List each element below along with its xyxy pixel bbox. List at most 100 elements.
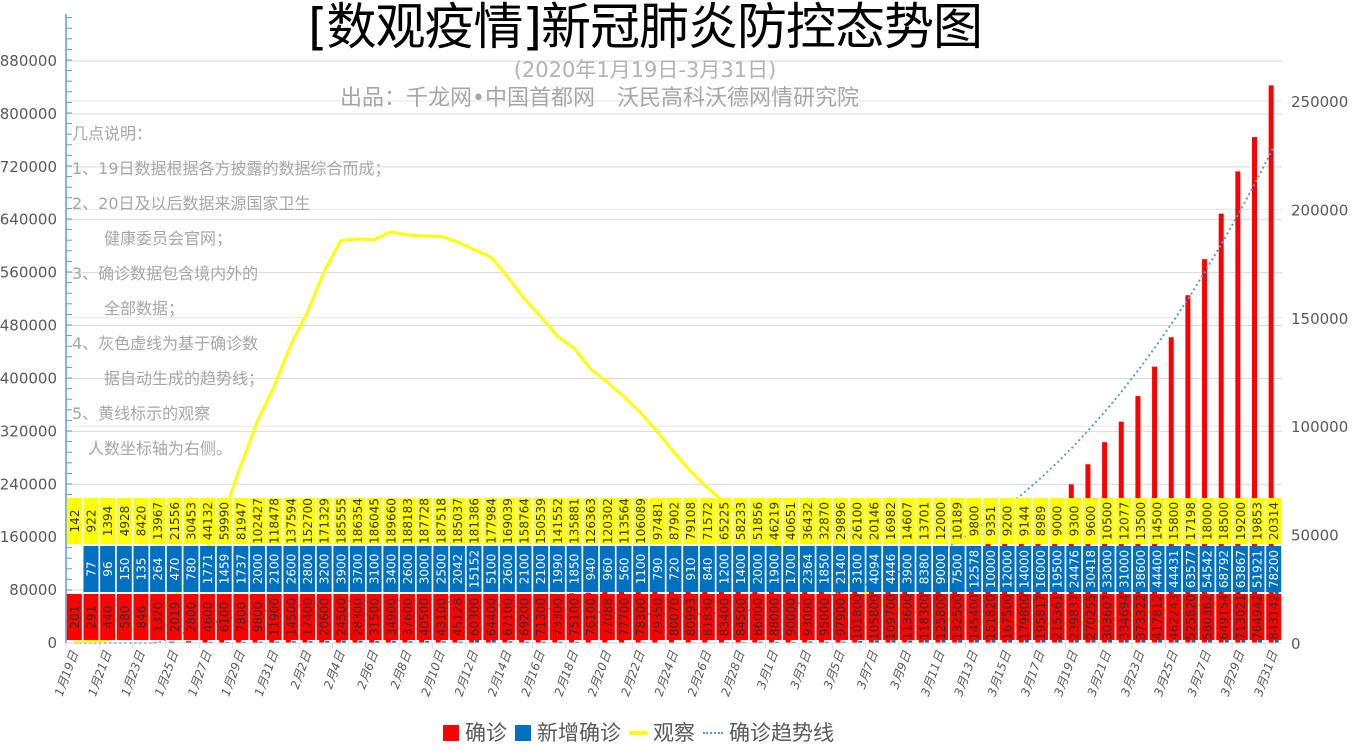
- data-label-box: [1266, 594, 1282, 640]
- x-tick-label: 2月24日: [652, 648, 682, 698]
- data-label-box: [1132, 594, 1148, 640]
- data-label-box: [1049, 594, 1065, 640]
- data-label: 118300: [917, 594, 931, 640]
- point-observation: [239, 464, 242, 467]
- data-label: 80070: [668, 598, 682, 636]
- data-label: 44132: [201, 502, 215, 540]
- data-label-box: [749, 546, 765, 592]
- data-label-box: [1016, 498, 1032, 544]
- point-observation: [306, 310, 309, 313]
- data-label: 151820: [984, 594, 998, 640]
- data-label: 2800: [184, 602, 198, 633]
- data-label-box: [333, 594, 349, 640]
- data-label-box: [83, 498, 99, 544]
- data-label: 1459: [218, 554, 232, 585]
- point-observation: [706, 486, 709, 489]
- data-label: 11900: [268, 598, 282, 636]
- data-label: 169039: [501, 498, 515, 544]
- data-label-box: [433, 594, 449, 640]
- data-label-box: [599, 546, 615, 592]
- x-tick-label: 1月29日: [219, 648, 249, 698]
- data-label-box: [683, 594, 699, 640]
- data-label-box: [883, 546, 899, 592]
- data-label-box: [933, 546, 949, 592]
- data-label-box: [1216, 546, 1232, 592]
- data-label: 105800: [867, 594, 881, 640]
- data-label: 2000: [751, 554, 765, 585]
- data-label: 10000: [984, 550, 998, 588]
- data-label-box: [83, 594, 99, 640]
- left-tick-label: 640000: [0, 211, 57, 229]
- data-label: 135881: [568, 498, 582, 544]
- data-label: 15152: [468, 550, 482, 588]
- data-label-box: [716, 594, 732, 640]
- legend-item-trendline[interactable]: 确诊趋势线: [703, 720, 834, 746]
- data-label: 125800: [934, 594, 948, 640]
- data-label: 3100: [368, 554, 382, 585]
- data-label-box: [783, 546, 799, 592]
- legend-item-confirmed[interactable]: 确诊: [443, 720, 507, 746]
- data-label: 291: [84, 606, 98, 629]
- data-label: 150539: [534, 498, 548, 544]
- x-tick-label: 2月4日: [321, 648, 348, 691]
- data-label: 181386: [468, 498, 482, 544]
- data-label-box: [416, 594, 432, 640]
- x-tick-label: 3月27日: [1185, 648, 1215, 698]
- data-label: 177984: [484, 498, 498, 544]
- data-label-box: [666, 546, 682, 592]
- data-label: 417812: [1151, 594, 1165, 640]
- point-observation: [256, 419, 259, 422]
- legend-item-new-confirmed[interactable]: 新增确诊: [515, 720, 621, 746]
- data-label: 87902: [668, 502, 682, 540]
- data-label: 185555: [334, 498, 348, 544]
- bar-confirmed: [1185, 295, 1191, 643]
- data-label-box: [566, 498, 582, 544]
- data-label-box: [133, 546, 149, 592]
- left-tick-label: 160000: [0, 528, 57, 546]
- data-label-box: [916, 498, 932, 544]
- bar-new-confirmed: [308, 641, 313, 643]
- data-label-box: [1032, 594, 1048, 640]
- data-label-box: [150, 594, 166, 640]
- legend-label: 观察: [653, 721, 695, 745]
- data-label-box: [899, 546, 915, 592]
- note-line: 健康委员会官网；: [72, 229, 233, 248]
- data-label: 77700: [618, 598, 632, 636]
- data-label-box: [499, 546, 515, 592]
- bar-new-confirmed: [774, 641, 779, 643]
- data-label: 580362: [1201, 594, 1215, 640]
- data-label-box: [933, 498, 949, 544]
- data-label: 44400: [1151, 550, 1165, 588]
- bar-new-confirmed: [891, 640, 896, 643]
- data-label: 960: [601, 558, 615, 581]
- data-label: 940: [584, 558, 598, 581]
- data-label: 3900: [901, 554, 915, 585]
- data-label-box: [733, 498, 749, 544]
- x-tick-label: 2月14日: [485, 648, 515, 698]
- legend-item-observation[interactable]: 观察: [629, 720, 695, 746]
- data-label: 83400: [717, 598, 731, 636]
- data-label: 1771: [201, 554, 215, 585]
- x-tick-label: 2月10日: [418, 648, 448, 698]
- data-label: 20600: [318, 598, 332, 636]
- data-label-box: [1166, 546, 1182, 592]
- data-label: 3700: [351, 554, 365, 585]
- notes: 几点说明： 1、19日数据根据各方披露的数据综合而成； 2、20日及以后数据来源…: [72, 116, 391, 466]
- x-tick-label: 1月21日: [85, 648, 115, 698]
- data-label-box: [649, 594, 665, 640]
- data-label-box: [1116, 546, 1132, 592]
- data-label-box: [183, 546, 199, 592]
- data-label-box: [366, 498, 382, 544]
- data-label: 97481: [651, 502, 665, 540]
- x-tick-label: 2月22日: [618, 648, 648, 698]
- data-label-box: [599, 498, 615, 544]
- data-label: 96: [101, 561, 115, 576]
- x-tick-label: 1月25日: [152, 648, 182, 698]
- data-label-box: [166, 546, 182, 592]
- bar-new-confirmed: [325, 640, 330, 643]
- bar-new-confirmed: [791, 641, 796, 643]
- data-label: 158764: [518, 498, 532, 544]
- data-label-box: [383, 594, 399, 640]
- point-observation: [623, 395, 626, 398]
- data-label-box: [849, 594, 865, 640]
